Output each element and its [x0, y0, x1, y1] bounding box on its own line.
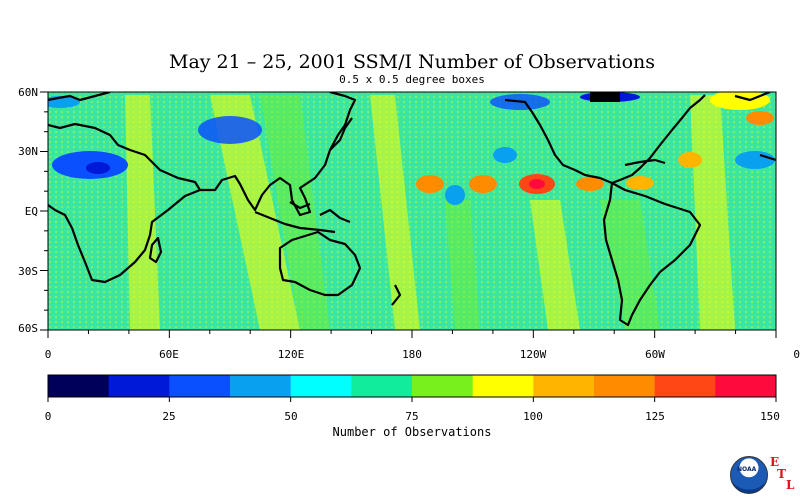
etl-letter-l: L — [786, 478, 795, 492]
colorbar-ticks — [47, 397, 777, 402]
lat-label-30n: 30N — [18, 145, 38, 158]
lon-label-120w: 120W — [519, 348, 547, 361]
page-title: May 21 – 25, 2001 SSM/I Number of Observ… — [169, 51, 655, 73]
lon-label-120e: 120E — [277, 348, 305, 361]
colorbar-title: Number of Observations — [332, 425, 492, 439]
etl-letter-t: T — [777, 467, 786, 481]
page-subtitle: 0.5 x 0.5 degree boxes — [339, 73, 485, 86]
lon-label-60w: 60W — [645, 348, 665, 361]
colorbar-label-25: 25 — [162, 410, 176, 423]
lon-label-180: 180 — [402, 348, 422, 361]
colorbar-swatch — [290, 375, 352, 397]
lat-label-60s: 60S — [18, 322, 38, 335]
coastlines — [48, 92, 776, 327]
noaa-logo — [730, 456, 768, 494]
colorbar-swatch — [654, 375, 716, 397]
lon-label-0-east: 0 — [793, 348, 800, 361]
colorbar — [48, 375, 777, 397]
lon-label-0-west: 0 — [44, 348, 52, 361]
lon-label-60e: 60E — [159, 348, 179, 361]
colorbar-swatch — [351, 375, 413, 397]
swath-bands — [125, 95, 735, 330]
etl-letter-e: E — [770, 455, 780, 469]
arctic-land — [590, 92, 620, 102]
colorbar-label-150: 150 — [760, 410, 780, 423]
colorbar-label-100: 100 — [523, 410, 543, 423]
lat-label-60n: 60N — [18, 86, 38, 99]
colorbar-swatch — [48, 375, 110, 397]
colorbar-swatch — [169, 375, 231, 397]
colorbar-label-50: 50 — [284, 410, 298, 423]
colorbar-label-0: 0 — [44, 410, 52, 423]
lat-label-30s: 30S — [18, 265, 38, 278]
colorbar-swatch — [108, 375, 170, 397]
colorbar-swatch — [472, 375, 534, 397]
colorbar-swatch — [533, 375, 595, 397]
colorbar-label-125: 125 — [645, 410, 665, 423]
colorbar-swatch — [715, 375, 777, 397]
axis-ticks — [40, 91, 777, 338]
colorbar-label-75: 75 — [405, 410, 419, 423]
hotspots — [416, 92, 774, 194]
colorbar-swatch — [230, 375, 292, 397]
lat-label-eq: EQ — [24, 205, 38, 218]
low-bands — [260, 95, 660, 330]
colorbar-swatch — [412, 375, 474, 397]
data-field — [48, 92, 776, 330]
colorbar-swatch — [594, 375, 656, 397]
noaa-logo-text: NOAA — [737, 466, 757, 473]
